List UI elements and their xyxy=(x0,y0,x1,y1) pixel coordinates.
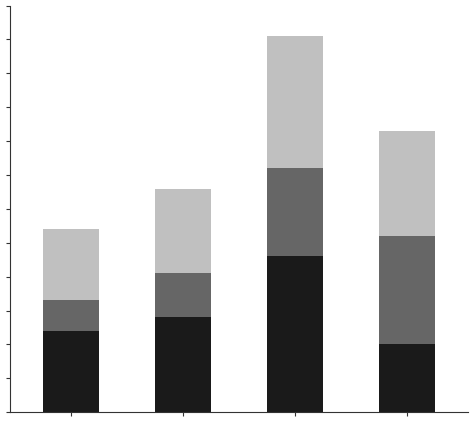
Bar xyxy=(379,131,435,236)
Bar xyxy=(267,257,323,412)
Bar xyxy=(267,36,323,168)
Bar xyxy=(379,236,435,344)
Bar xyxy=(379,344,435,412)
Bar xyxy=(43,300,99,331)
Bar xyxy=(155,317,211,412)
Bar xyxy=(43,331,99,412)
Bar xyxy=(155,273,211,317)
Bar xyxy=(43,229,99,300)
Bar xyxy=(155,189,211,273)
Bar xyxy=(267,168,323,257)
